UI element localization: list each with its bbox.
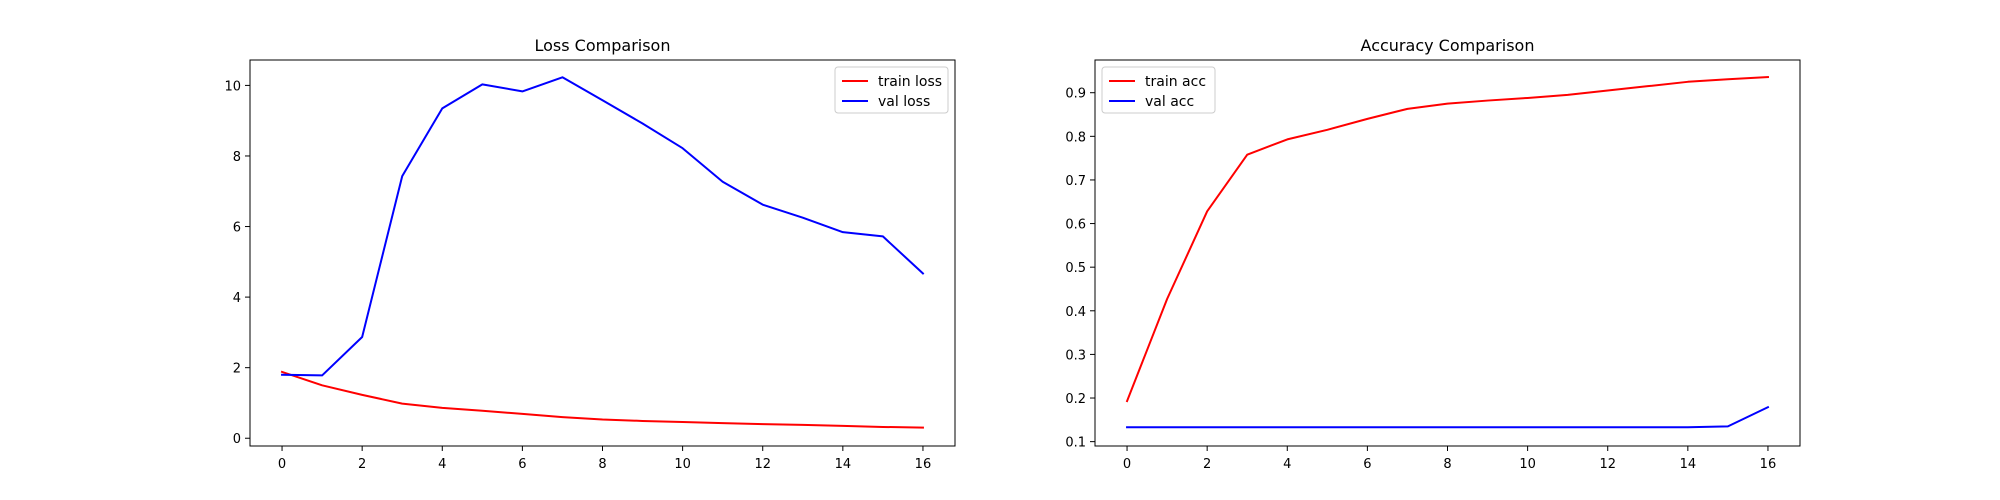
y-tick-label: 8	[233, 150, 241, 165]
chart-title: Accuracy Comparison	[1361, 36, 1535, 55]
legend-label: val acc	[1145, 94, 1194, 110]
accuracy-comparison-chart: Accuracy Comparison 0 2 4 6 8 10 12 14 160.10.20…	[1065, 36, 1801, 472]
x-tick-label: 16	[1760, 457, 1777, 472]
x-tick-label: 4	[438, 457, 446, 472]
y-tick-label: 0	[233, 432, 241, 447]
x-tick-label: 10	[1519, 457, 1536, 472]
y-tick-label: 0.1	[1065, 436, 1086, 451]
legend-label: train loss	[878, 74, 942, 90]
chart-title: Loss Comparison	[535, 36, 671, 55]
x-tick-label: 12	[1599, 457, 1616, 472]
y-tick-label: 2	[233, 362, 241, 377]
loss-comparison-chart: Loss Comparison 0 2 4 6 8 10 12 14 16 0 2 4 6 8 10 tra…	[224, 36, 956, 472]
y-tick-label: 0.5	[1065, 261, 1086, 276]
x-tick-label: 0	[1123, 457, 1131, 472]
y-tick-label: 0.4	[1065, 305, 1086, 320]
series-line-val-acc	[1126, 405, 1770, 429]
series-line-train-loss	[280, 370, 924, 429]
legend-label: val loss	[878, 94, 930, 110]
x-tick-label: 16	[915, 457, 932, 472]
plot-lines	[1125, 75, 1770, 429]
x-tick-label: 0	[278, 457, 286, 472]
plot-lines	[280, 76, 925, 429]
x-tick-label: 6	[1363, 457, 1371, 472]
series-line-val-loss	[281, 76, 925, 377]
y-tick-label: 0.9	[1065, 87, 1086, 102]
y-tick-label: 0.8	[1065, 130, 1086, 145]
y-tick-label: 4	[233, 291, 241, 306]
axes: 0 2 4 6 8 10 12 14 16 0.1 0.2 0.3 0.4 0.5 0.6 0.7 0.8 0.9	[1065, 59, 1801, 472]
legend: train acc val acc	[1101, 66, 1216, 114]
y-tick-label: 0.7	[1065, 174, 1086, 189]
y-tick-label: 0.6	[1065, 218, 1086, 233]
x-tick-label: 6	[518, 457, 526, 472]
x-tick-label: 14	[835, 457, 852, 472]
x-tick-label: 2	[358, 457, 366, 472]
x-tick-label: 4	[1283, 457, 1291, 472]
x-tick-label: 2	[1203, 457, 1211, 472]
x-tick-label: 8	[598, 457, 606, 472]
axes: 0 2 4 6 8 10 12 14 16 0 2 4 6 8 10	[224, 59, 956, 472]
x-tick-label: 8	[1443, 457, 1451, 472]
x-tick-label: 12	[754, 457, 771, 472]
y-tick-label: 0.3	[1065, 348, 1086, 363]
legend-label: train acc	[1145, 74, 1206, 90]
y-tick-label: 6	[233, 221, 241, 236]
y-tick-label: 10	[224, 79, 241, 94]
x-tick-label: 14	[1680, 457, 1697, 472]
series-line-train-acc	[1125, 75, 1770, 403]
legend: train loss val loss	[834, 66, 949, 114]
y-tick-label: 0.2	[1065, 392, 1086, 407]
x-tick-label: 10	[674, 457, 691, 472]
